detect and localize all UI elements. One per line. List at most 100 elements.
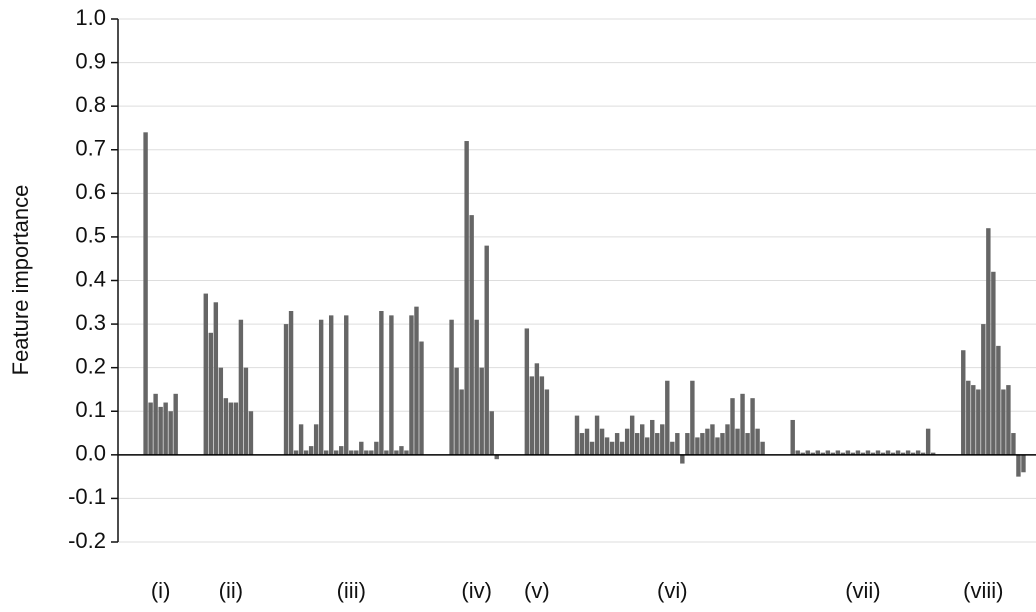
bar xyxy=(313,424,319,455)
bar xyxy=(1011,433,1016,455)
x-tick-label: (ii) xyxy=(219,578,243,603)
bar xyxy=(634,433,640,455)
bar xyxy=(248,411,254,455)
bar xyxy=(745,433,750,455)
bar xyxy=(695,437,700,455)
y-tick-label: 0.3 xyxy=(75,310,106,335)
bar xyxy=(880,452,886,455)
bar xyxy=(544,389,550,455)
bar xyxy=(364,450,369,455)
bar xyxy=(1001,389,1006,455)
bar xyxy=(895,450,901,455)
x-tick-label: (v) xyxy=(524,578,550,603)
bar xyxy=(298,424,304,455)
bar xyxy=(474,319,479,455)
y-tick-label: 0.5 xyxy=(75,223,106,248)
bar xyxy=(981,324,986,455)
bar xyxy=(454,367,459,455)
bar xyxy=(805,450,810,455)
bar xyxy=(685,433,690,455)
y-tick-label: 0.6 xyxy=(75,179,106,204)
bar xyxy=(233,402,239,455)
bar xyxy=(660,424,665,455)
bar xyxy=(584,428,590,455)
bar xyxy=(614,433,620,455)
bar xyxy=(624,428,630,455)
bar xyxy=(680,454,685,464)
bar xyxy=(710,424,715,455)
bar xyxy=(143,132,148,455)
bar xyxy=(619,441,625,455)
bar xyxy=(288,311,294,455)
bar xyxy=(374,441,379,455)
bar xyxy=(354,450,359,455)
bar xyxy=(223,398,229,455)
bar xyxy=(645,437,650,455)
bar xyxy=(344,315,349,455)
bar xyxy=(690,380,695,455)
bar xyxy=(715,437,720,455)
bar xyxy=(720,433,725,455)
bar xyxy=(158,406,163,455)
bar xyxy=(384,450,389,455)
bar xyxy=(579,433,585,455)
bar xyxy=(449,319,454,455)
bar xyxy=(153,393,158,455)
bar xyxy=(1016,454,1021,477)
bar xyxy=(163,402,168,455)
bar xyxy=(148,402,153,455)
y-tick-label: 0.9 xyxy=(75,48,106,73)
bar xyxy=(574,415,580,455)
bar xyxy=(996,345,1001,455)
y-tick-label: -0.2 xyxy=(68,528,106,553)
bar xyxy=(369,450,374,455)
bar xyxy=(665,380,670,455)
x-tick-label: (vi) xyxy=(657,578,688,603)
bar xyxy=(479,367,484,455)
x-tick-label: (iv) xyxy=(461,578,492,603)
bar xyxy=(243,367,249,455)
bar xyxy=(208,332,214,455)
bar xyxy=(404,450,409,455)
bar xyxy=(203,293,208,455)
bar xyxy=(604,437,610,455)
bar xyxy=(283,324,289,455)
bar xyxy=(815,450,820,455)
bar xyxy=(213,302,219,455)
bar xyxy=(464,141,469,455)
bar xyxy=(489,411,494,455)
bar xyxy=(855,450,861,455)
y-tick-label: -0.1 xyxy=(68,484,106,509)
bar xyxy=(986,228,991,455)
y-tick-label: 0.0 xyxy=(75,441,106,466)
bar xyxy=(379,311,384,455)
bar xyxy=(629,415,635,455)
bar xyxy=(534,363,540,455)
bar xyxy=(966,380,971,455)
y-tick-label: 0.2 xyxy=(75,353,106,378)
bar xyxy=(870,452,876,455)
bar xyxy=(1006,385,1011,455)
bar xyxy=(238,319,244,455)
bar xyxy=(810,452,815,455)
bar xyxy=(840,452,846,455)
bar xyxy=(735,428,740,455)
y-tick-label: 0.7 xyxy=(75,136,106,161)
y-tick-label: 0.4 xyxy=(75,266,106,291)
bar xyxy=(905,450,911,455)
bar xyxy=(594,415,600,455)
bar xyxy=(885,450,891,455)
bar xyxy=(218,367,224,455)
bar xyxy=(359,441,364,455)
bar xyxy=(293,450,299,455)
bar xyxy=(409,315,414,455)
bar xyxy=(339,446,344,455)
y-tick-label: 0.8 xyxy=(75,92,106,117)
bar xyxy=(328,315,334,455)
bar xyxy=(920,452,926,455)
bar xyxy=(599,428,605,455)
bar xyxy=(755,428,760,455)
bar xyxy=(830,452,836,455)
bar xyxy=(459,389,464,455)
bar xyxy=(930,452,936,455)
